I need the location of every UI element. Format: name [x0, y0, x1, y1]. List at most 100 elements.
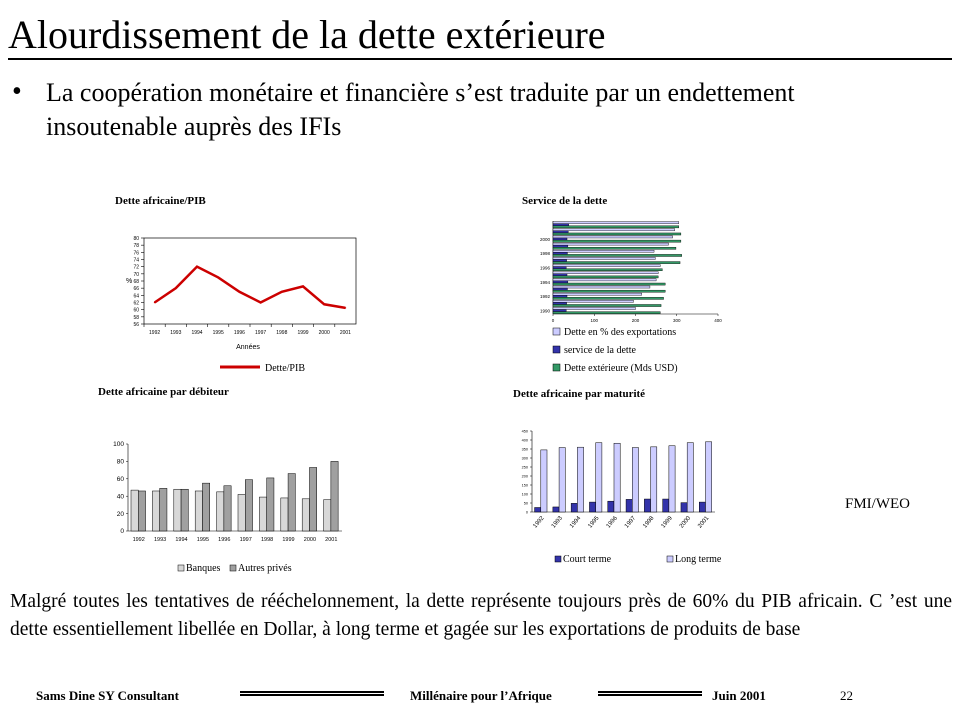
data-point — [217, 276, 219, 279]
y-tick-label: 2000 — [540, 237, 551, 242]
legend-label: Long terme — [675, 554, 722, 565]
bar — [650, 446, 658, 513]
slide-title: Alourdissement de la dette extérieure — [8, 12, 606, 57]
y-tick-label: 60 — [133, 308, 139, 314]
bar — [552, 302, 567, 305]
y-tick-label: 1990 — [540, 308, 551, 313]
bar — [552, 273, 568, 277]
bar — [152, 490, 160, 532]
y-tick-label: 300 — [522, 456, 528, 460]
x-tick-label: 1999 — [661, 515, 675, 530]
bar — [180, 488, 189, 532]
legend-swatch — [552, 327, 561, 336]
x-tick-label: 1993 — [154, 537, 166, 543]
bar — [173, 488, 182, 532]
bar — [287, 473, 296, 532]
bar — [552, 295, 568, 298]
legend-label: Autres privés — [238, 563, 292, 574]
summary-text: Malgré toutes les tentatives de rééchelo… — [10, 591, 952, 640]
x-tick-label: 1998 — [261, 537, 273, 543]
chart-par-debiteur: Dette africaine par débiteur 0 20 40 60 80 10… — [98, 386, 342, 574]
y-tick-label: 74 — [133, 258, 139, 264]
x-tick-label: 1997 — [240, 537, 252, 543]
footer-rule-right — [598, 691, 702, 696]
y-tick-label: 72 — [133, 265, 139, 271]
bar — [130, 489, 139, 532]
bar — [552, 261, 681, 264]
bar — [552, 228, 675, 232]
x-tick-label: 1995 — [197, 537, 209, 543]
y-tick-label: 0 — [120, 528, 124, 535]
bar — [680, 502, 688, 513]
data-point — [238, 290, 241, 293]
x-tick-label: 1995 — [587, 515, 601, 530]
bar — [552, 232, 682, 236]
bar — [577, 446, 584, 513]
data-point — [302, 285, 304, 288]
chart-title: Dette africaine par maturité — [513, 388, 645, 400]
bar — [552, 289, 666, 293]
x-tick-label: 100 — [590, 318, 598, 323]
y-tick-label: 1994 — [540, 280, 551, 285]
bar — [644, 498, 651, 513]
legend-swatch — [554, 555, 562, 563]
bar — [552, 237, 568, 241]
data-point — [175, 287, 177, 289]
bar — [552, 275, 659, 279]
bar — [552, 235, 673, 239]
bar — [552, 257, 656, 260]
bar — [552, 506, 560, 513]
y-tick-label: 1992 — [540, 294, 551, 299]
bar — [194, 490, 203, 532]
bar — [552, 252, 568, 255]
bar — [662, 498, 670, 513]
bar — [552, 247, 677, 250]
bar — [309, 467, 317, 532]
x-tick-label: 2001 — [697, 515, 711, 530]
x-tick-label: 1996 — [606, 515, 620, 530]
bar — [595, 442, 603, 513]
bar — [552, 268, 663, 272]
title-underline — [8, 58, 952, 60]
data-point — [323, 303, 325, 306]
y-axis-label: % — [126, 278, 132, 285]
bar — [552, 287, 568, 291]
y-tick-label: 70 — [133, 272, 139, 278]
bar — [552, 266, 567, 269]
plot-area — [143, 237, 357, 325]
bar — [552, 285, 651, 289]
bar — [552, 264, 661, 267]
y-tick-label: 100 — [522, 492, 528, 496]
chart-par-maturite: Dette africaine par maturité 0 50 100 150 20… — [513, 388, 722, 565]
x-tick-label: 1994 — [175, 537, 187, 543]
y-tick-label: 58 — [133, 315, 139, 321]
y-tick-label: 76 — [133, 250, 139, 256]
x-tick-label: 1992 — [133, 537, 145, 543]
bar — [330, 461, 339, 532]
y-tick-label: 80 — [133, 236, 139, 242]
series-line — [153, 265, 346, 310]
x-tick-label: 1999 — [282, 537, 294, 543]
y-tick-label: 1998 — [540, 251, 551, 256]
bar — [237, 494, 246, 532]
bar — [552, 309, 567, 312]
bar — [552, 300, 634, 303]
y-tick-label: 250 — [522, 465, 528, 469]
legend-label: Banques — [186, 563, 221, 574]
y-tick-label: 60 — [117, 476, 125, 483]
x-tick-label: 2000 — [319, 330, 330, 336]
bar — [266, 477, 275, 532]
y-tick-label: 200 — [522, 474, 528, 478]
x-tick-label: 1998 — [642, 515, 656, 530]
bar — [686, 442, 694, 513]
bar — [552, 292, 642, 296]
bar — [552, 254, 682, 257]
y-tick-label: 40 — [117, 493, 125, 500]
bar — [552, 242, 669, 246]
bar — [534, 507, 542, 513]
legend-swatch — [229, 564, 237, 572]
bar — [552, 280, 569, 284]
chart-service-dette: Service de la dette 0 100 200 300 400 1990 199… — [522, 195, 722, 374]
x-tick-label: 2000 — [679, 515, 693, 530]
